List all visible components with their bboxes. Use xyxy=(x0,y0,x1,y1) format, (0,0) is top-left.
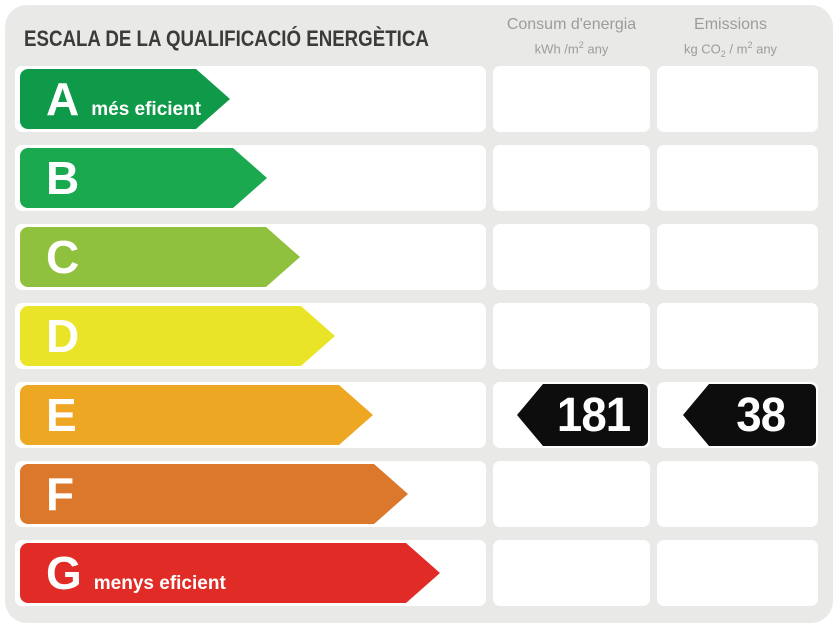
efficiency-note: menys eficient xyxy=(93,573,226,594)
scale-row-b: B xyxy=(5,145,833,211)
emissions-cell: 38 xyxy=(657,382,818,448)
energy-label-panel: ESCALA DE LA QUALIFICACIÓ ENERGÈTICA Con… xyxy=(5,5,833,623)
scale-row-f: F xyxy=(5,461,833,527)
rating-letter: E xyxy=(46,389,77,441)
consum-cell xyxy=(493,145,650,211)
rating-arrow-b: B xyxy=(20,148,267,208)
emissions-value-arrow: 38 xyxy=(683,384,816,446)
rating-letter: A xyxy=(46,73,80,125)
rating-letter: D xyxy=(46,310,80,362)
column-header-consum: Consum d'energia kWh /m2 any xyxy=(493,14,650,58)
scale-row-e: 181 38 E xyxy=(5,382,833,448)
emissions-label: Emissions xyxy=(694,16,767,33)
emissions-unit-mid: / m xyxy=(725,41,748,57)
consum-cell: 181 xyxy=(493,382,650,448)
rating-letter: F xyxy=(46,468,75,520)
scale-row-c: C xyxy=(5,224,833,290)
consum-cell xyxy=(493,461,650,527)
consum-unit-sup: 2 xyxy=(578,40,584,50)
emissions-unit-sub: 2 xyxy=(720,48,726,59)
emissions-unit-text: kg CO xyxy=(683,41,721,57)
emissions-value: 38 xyxy=(736,388,786,442)
rating-arrow-c: C xyxy=(20,227,300,287)
rating-letter: B xyxy=(46,152,80,204)
rating-arrow-f: F xyxy=(20,464,408,524)
rating-arrow-e: E xyxy=(20,385,373,445)
emissions-cell xyxy=(657,303,818,369)
consum-cell xyxy=(493,540,650,606)
rating-letter: G xyxy=(46,547,82,599)
rating-arrow-d: D xyxy=(20,306,335,366)
consum-value: 181 xyxy=(556,388,631,442)
consum-cell xyxy=(493,224,650,290)
emissions-unit-sup: 2 xyxy=(747,40,753,50)
consum-cell xyxy=(493,303,650,369)
emissions-cell xyxy=(657,66,818,132)
emissions-unit-suffix: any xyxy=(752,41,778,57)
rating-letter: C xyxy=(46,231,80,283)
page-title: ESCALA DE LA QUALIFICACIÓ ENERGÈTICA xyxy=(24,26,429,51)
efficiency-note: més eficient xyxy=(91,99,202,120)
consum-cell xyxy=(493,66,650,132)
emissions-cell xyxy=(657,540,818,606)
emissions-cell xyxy=(657,224,818,290)
emissions-unit: kg CO2 / m2 any xyxy=(650,36,811,63)
consum-label: Consum d'energia xyxy=(506,16,637,33)
consum-value-arrow: 181 xyxy=(517,384,648,446)
consum-unit-suffix: any xyxy=(583,41,609,57)
emissions-cell xyxy=(657,145,818,211)
scale-row-d: D xyxy=(5,303,833,369)
consum-unit-text: kWh /m xyxy=(534,41,579,57)
consum-unit: kWh /m2 any xyxy=(493,36,650,58)
column-header-emissions: Emissions kg CO2 / m2 any xyxy=(650,14,811,63)
emissions-cell xyxy=(657,461,818,527)
